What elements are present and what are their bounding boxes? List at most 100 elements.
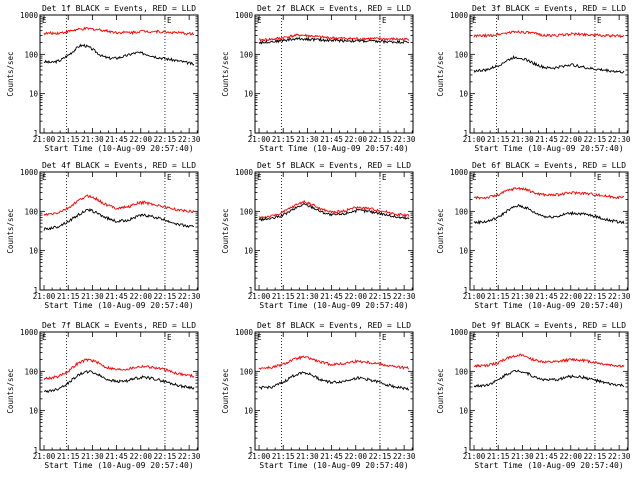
y-axis-label: Counts/sec <box>436 368 445 413</box>
x-axis-label: Start Time (10-Aug-09 20:57:40) <box>259 461 408 470</box>
y-axis-label: Counts/sec <box>6 208 15 253</box>
x-tick-label: 21:00 <box>33 452 56 461</box>
series-line-events <box>473 369 625 388</box>
series-line-lld <box>473 186 625 200</box>
x-tick-label: 21:00 <box>248 292 271 301</box>
x-tick-label: 21:00 <box>33 292 56 301</box>
x-tick-label: 21:00 <box>33 135 56 144</box>
y-tick-label: 1000 <box>235 168 254 177</box>
x-tick-label: 21:00 <box>463 135 486 144</box>
y-tick-label: 100 <box>454 50 468 59</box>
y-axis-label: Counts/sec <box>6 51 15 96</box>
plot-frame <box>39 331 199 451</box>
plot-frame <box>469 331 629 451</box>
panel-title: Det 4f BLACK = Events, RED = LLD <box>42 161 196 170</box>
series-line-lld <box>258 33 410 42</box>
x-axis-label: Start Time (10-Aug-09 20:57:40) <box>44 461 193 470</box>
event-marker-e: E <box>257 16 262 25</box>
panel-title: Det 5f BLACK = Events, RED = LLD <box>257 161 411 170</box>
y-tick-label: 10 <box>459 407 469 416</box>
x-tick-label: 22:00 <box>344 292 367 301</box>
y-tick-label: 100 <box>24 50 38 59</box>
x-tick-label: 21:45 <box>105 292 128 301</box>
panel-title: Det 9f BLACK = Events, RED = LLD <box>472 321 626 330</box>
x-axis-label: Start Time (10-Aug-09 20:57:40) <box>259 144 408 153</box>
x-tick-label: 22:15 <box>584 292 607 301</box>
y-tick-label: 10 <box>29 247 39 256</box>
series-line-events <box>43 207 194 231</box>
x-tick-label: 22:00 <box>129 292 152 301</box>
series-line-events <box>44 370 195 394</box>
x-axis-label: Start Time (10-Aug-09 20:57:40) <box>44 144 193 153</box>
event-marker-e: E <box>167 173 172 182</box>
y-tick-label: 1 <box>463 286 468 295</box>
plot-frame <box>254 14 414 134</box>
y-axis-label: Counts/sec <box>221 51 230 96</box>
y-tick-label: 1000 <box>235 328 254 337</box>
x-tick-label: 21:45 <box>535 452 558 461</box>
panel-det-6: Det 6f BLACK = Events, RED = LLD E E 1 10 100… <box>436 161 631 310</box>
x-tick-label: 21:15 <box>272 292 295 301</box>
x-tick-label: 22:00 <box>344 452 367 461</box>
y-tick-label: 1 <box>463 129 468 138</box>
x-tick-label: 21:15 <box>57 292 80 301</box>
x-tick-label: 21:00 <box>248 452 271 461</box>
panel-det-4: Det 4f BLACK = Events, RED = LLD E E 1 10 100… <box>6 161 201 310</box>
series-line-lld <box>258 355 410 370</box>
x-tick-label: 22:30 <box>393 452 416 461</box>
y-tick-label: 1 <box>33 286 38 295</box>
y-tick-label: 1 <box>33 129 38 138</box>
x-tick-label: 21:30 <box>296 292 319 301</box>
series-line-lld <box>43 358 195 381</box>
series-line-events <box>43 43 195 66</box>
x-axis-label: Start Time (10-Aug-09 20:57:40) <box>259 301 408 310</box>
plot-frame <box>39 171 199 291</box>
x-tick-label: 21:45 <box>105 135 128 144</box>
x-axis-label: Start Time (10-Aug-09 20:57:40) <box>474 301 623 310</box>
plot-frame <box>254 171 414 291</box>
x-tick-label: 21:15 <box>487 135 510 144</box>
y-tick-label: 10 <box>459 90 469 99</box>
x-tick-label: 21:15 <box>272 452 295 461</box>
x-tick-label: 21:30 <box>511 292 534 301</box>
x-tick-label: 21:00 <box>463 292 486 301</box>
series-line-events <box>473 54 625 74</box>
x-tick-label: 22:30 <box>608 135 631 144</box>
y-tick-label: 10 <box>29 407 39 416</box>
x-tick-label: 22:15 <box>154 292 177 301</box>
series-line-lld <box>43 26 195 36</box>
y-tick-label: 1 <box>248 129 253 138</box>
panel-det-3: Det 3f BLACK = Events, RED = LLD E E 1 10 100… <box>436 4 631 153</box>
x-tick-label: 21:45 <box>105 452 128 461</box>
x-tick-label: 22:00 <box>129 452 152 461</box>
x-tick-label: 22:15 <box>154 452 177 461</box>
x-tick-label: 22:00 <box>129 135 152 144</box>
x-tick-label: 21:30 <box>81 292 104 301</box>
event-marker-e: E <box>42 173 47 182</box>
panel-det-1: Det 1f BLACK = Events, RED = LLD E E 1 10 100… <box>6 4 201 153</box>
y-tick-label: 1000 <box>20 168 39 177</box>
x-tick-label: 22:00 <box>559 452 582 461</box>
y-tick-label: 1000 <box>450 11 469 20</box>
y-tick-label: 1 <box>33 446 38 455</box>
panel-title: Det 1f BLACK = Events, RED = LLD <box>42 4 196 13</box>
y-tick-label: 1 <box>248 286 253 295</box>
event-marker-e: E <box>382 173 387 182</box>
y-axis-label: Counts/sec <box>221 208 230 253</box>
series-line-lld <box>258 199 410 220</box>
plot-frame <box>469 171 629 291</box>
y-axis-label: Counts/sec <box>6 368 15 413</box>
x-axis-label: Start Time (10-Aug-09 20:57:40) <box>474 144 623 153</box>
x-tick-label: 21:30 <box>511 452 534 461</box>
event-marker-e: E <box>472 333 477 342</box>
event-marker-e: E <box>472 173 477 182</box>
event-marker-e: E <box>382 333 387 342</box>
x-tick-label: 21:45 <box>320 135 343 144</box>
x-tick-label: 22:30 <box>178 135 201 144</box>
x-tick-label: 22:15 <box>584 135 607 144</box>
x-tick-label: 21:15 <box>487 452 510 461</box>
x-tick-label: 21:45 <box>320 452 343 461</box>
y-tick-label: 1000 <box>20 11 39 20</box>
